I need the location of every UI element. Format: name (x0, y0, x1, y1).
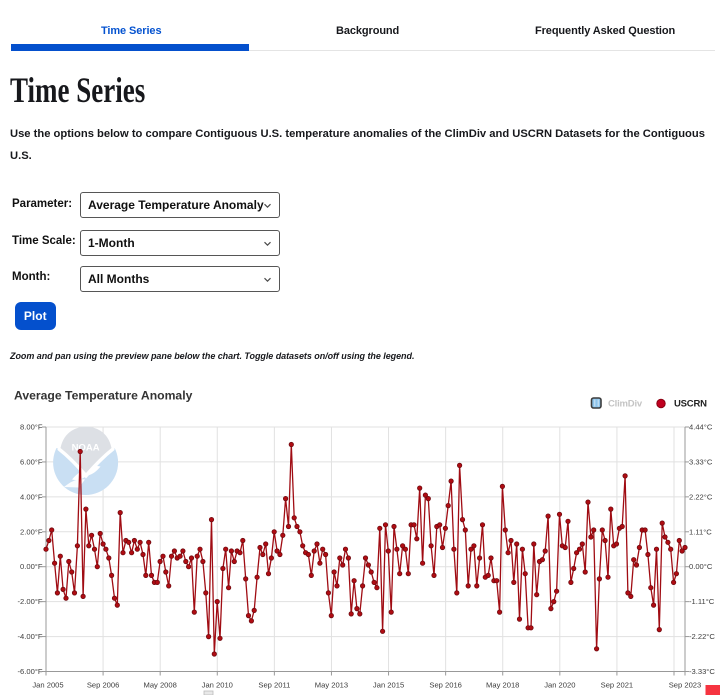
svg-text:Sep 2006: Sep 2006 (87, 681, 120, 690)
svg-text:-2.00°F: -2.00°F (18, 597, 43, 606)
svg-text:Jan 2015: Jan 2015 (373, 681, 404, 690)
svg-text:Sep 2023: Sep 2023 (669, 681, 702, 690)
svg-text:4.44°C: 4.44°C (689, 423, 713, 432)
svg-text:Jan 2010: Jan 2010 (202, 681, 233, 690)
svg-text:Jan 2020: Jan 2020 (544, 681, 575, 690)
svg-text:8.00°F: 8.00°F (20, 423, 43, 432)
svg-text:2.22°C: 2.22°C (689, 492, 713, 501)
svg-text:-2.22°C: -2.22°C (689, 632, 715, 641)
svg-text:0.00°F: 0.00°F (20, 562, 43, 571)
svg-text:Sep 2021: Sep 2021 (601, 681, 634, 690)
svg-text:May 2008: May 2008 (144, 681, 177, 690)
svg-text:-6.00°F: -6.00°F (18, 667, 43, 676)
svg-text:4.00°F: 4.00°F (20, 492, 43, 501)
svg-text:May 2018: May 2018 (486, 681, 519, 690)
svg-text:0.00°C: 0.00°C (689, 562, 713, 571)
svg-text:May 2013: May 2013 (315, 681, 348, 690)
svg-text:NOAA: NOAA (72, 443, 100, 454)
svg-text:2.00°F: 2.00°F (20, 527, 43, 536)
svg-text:6.00°F: 6.00°F (20, 457, 43, 466)
svg-text:3.33°C: 3.33°C (689, 457, 713, 466)
svg-text:Jan 2005: Jan 2005 (32, 681, 63, 690)
svg-text:Sep 2011: Sep 2011 (258, 681, 290, 690)
svg-text:USCRN: USCRN (674, 399, 707, 410)
svg-text:1.11°C: 1.11°C (689, 527, 712, 536)
svg-text:Sep 2016: Sep 2016 (429, 681, 462, 690)
svg-text:-4.00°F: -4.00°F (18, 632, 43, 641)
svg-text:-3.33°C: -3.33°C (689, 667, 715, 676)
svg-text:Average Temperature Anomaly: Average Temperature Anomaly (14, 389, 193, 403)
svg-text:-1.11°C: -1.11°C (689, 597, 715, 606)
svg-text:ClimDiv: ClimDiv (608, 399, 643, 410)
